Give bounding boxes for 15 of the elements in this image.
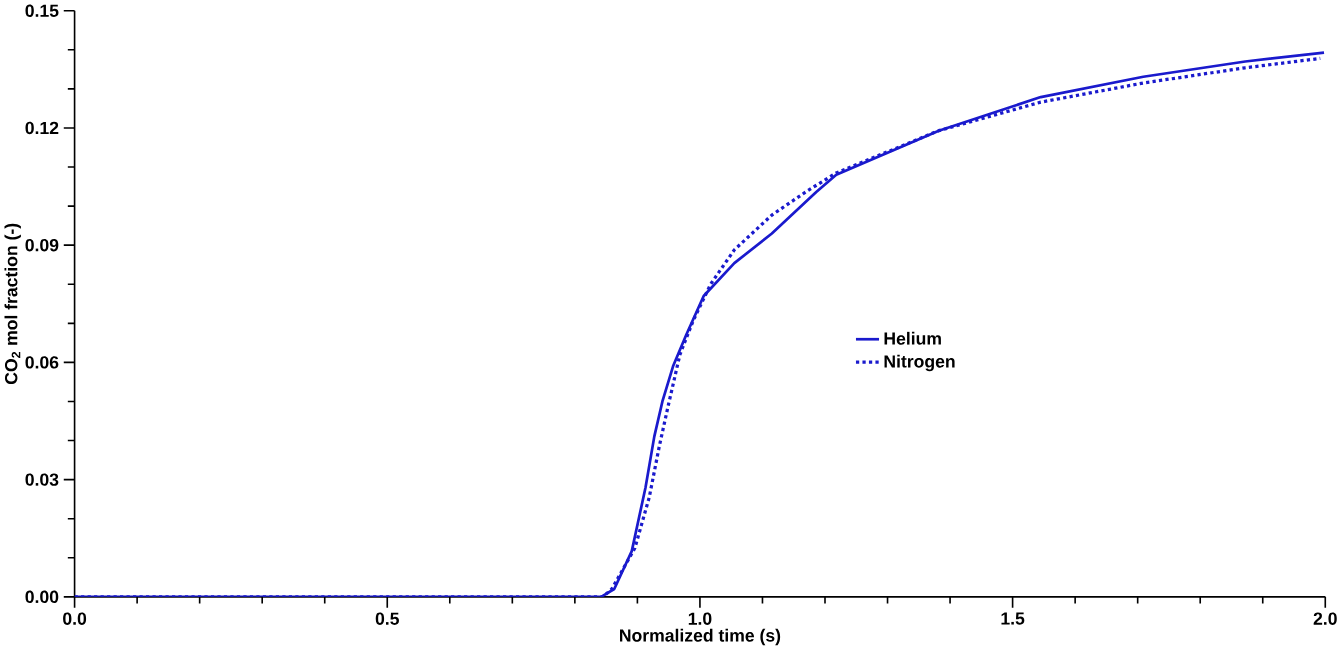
y-tick-label: 0.00 xyxy=(25,590,59,604)
x-axis-title: Normalized time (s) xyxy=(620,628,781,646)
y-tick-label: 0.06 xyxy=(25,356,59,369)
y-tick-label: 0.15 xyxy=(25,4,59,18)
y-tick-label: 0.09 xyxy=(25,239,59,252)
y-axis-title: CO$_{2}$ mol fraction (-) xyxy=(4,223,21,385)
x-tick-label: 1.5 xyxy=(1001,612,1025,625)
x-tick-label: 2.0 xyxy=(1313,612,1337,626)
x-tick-label: 0.5 xyxy=(375,612,399,626)
y-tick-label: 0.12 xyxy=(25,121,59,135)
x-tick-label: 0.0 xyxy=(63,612,87,626)
x-tick-label: 1.0 xyxy=(688,612,712,626)
legend-label: Helium xyxy=(884,332,941,345)
y-tick-label: 0.03 xyxy=(25,473,59,487)
legend-label: Nitrogen xyxy=(884,354,955,372)
